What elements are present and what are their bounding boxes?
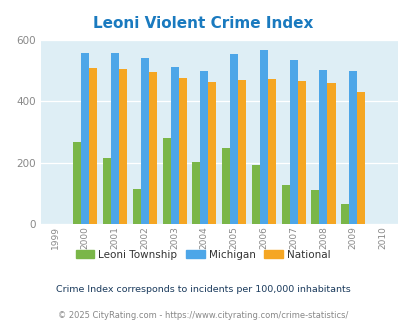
Bar [319, 70, 327, 224]
Text: Leoni Violent Crime Index: Leoni Violent Crime Index [93, 16, 312, 31]
Bar [192, 162, 200, 224]
Bar [73, 142, 81, 224]
Bar [170, 67, 178, 224]
Legend: Leoni Township, Michigan, National: Leoni Township, Michigan, National [71, 246, 334, 264]
Bar [103, 158, 111, 224]
Text: Crime Index corresponds to incidents per 100,000 inhabitants: Crime Index corresponds to incidents per… [55, 285, 350, 294]
Bar [238, 80, 245, 224]
Bar [259, 50, 267, 224]
Bar [222, 148, 230, 224]
Bar [149, 72, 156, 224]
Bar [340, 204, 348, 224]
Bar [132, 189, 141, 224]
Bar [289, 60, 297, 224]
Bar [348, 71, 356, 224]
Bar [356, 92, 364, 224]
Text: © 2025 CityRating.com - https://www.cityrating.com/crime-statistics/: © 2025 CityRating.com - https://www.city… [58, 312, 347, 320]
Bar [267, 79, 275, 224]
Bar [81, 53, 89, 224]
Bar [311, 190, 319, 224]
Bar [200, 71, 208, 224]
Bar [111, 53, 119, 224]
Bar [178, 78, 186, 224]
Bar [230, 54, 238, 224]
Bar [141, 58, 149, 224]
Bar [208, 82, 216, 224]
Bar [281, 185, 289, 224]
Bar [119, 69, 127, 224]
Bar [89, 68, 97, 224]
Bar [297, 81, 305, 224]
Bar [162, 138, 170, 224]
Bar [327, 83, 335, 224]
Bar [251, 165, 259, 224]
